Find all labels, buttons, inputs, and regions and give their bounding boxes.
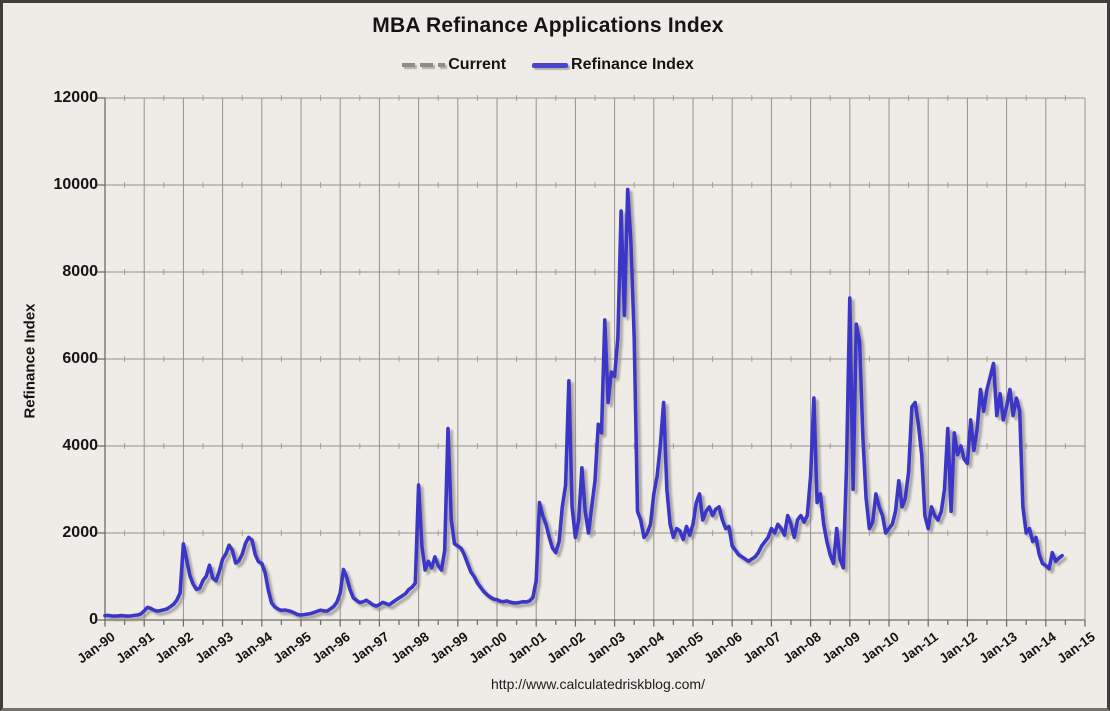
- chart-title: MBA Refinance Applications Index: [372, 14, 724, 37]
- refinance-line-swatch: [532, 62, 569, 68]
- legend-label-current: Current: [448, 56, 507, 73]
- chart-legend: Current Refinance Index: [3, 56, 1093, 74]
- source-url: http://www.calculatedriskblog.com/: [491, 676, 705, 692]
- current-dashed-line-swatch: [402, 63, 446, 67]
- legend-item-refinance-index: Refinance Index: [532, 56, 694, 74]
- y-tick-label: 2000: [62, 524, 98, 541]
- y-tick-label: 8000: [62, 263, 98, 280]
- y-tick-label: 10000: [53, 176, 99, 193]
- y-tick-label: 6000: [62, 350, 98, 367]
- legend-item-current: Current: [402, 56, 506, 74]
- plot-area: [96, 95, 1086, 627]
- y-tick-label: 12000: [53, 89, 99, 106]
- y-tick-label: 4000: [62, 437, 98, 454]
- legend-label-refinance-index: Refinance Index: [571, 56, 694, 73]
- y-tick-label: 0: [89, 611, 98, 628]
